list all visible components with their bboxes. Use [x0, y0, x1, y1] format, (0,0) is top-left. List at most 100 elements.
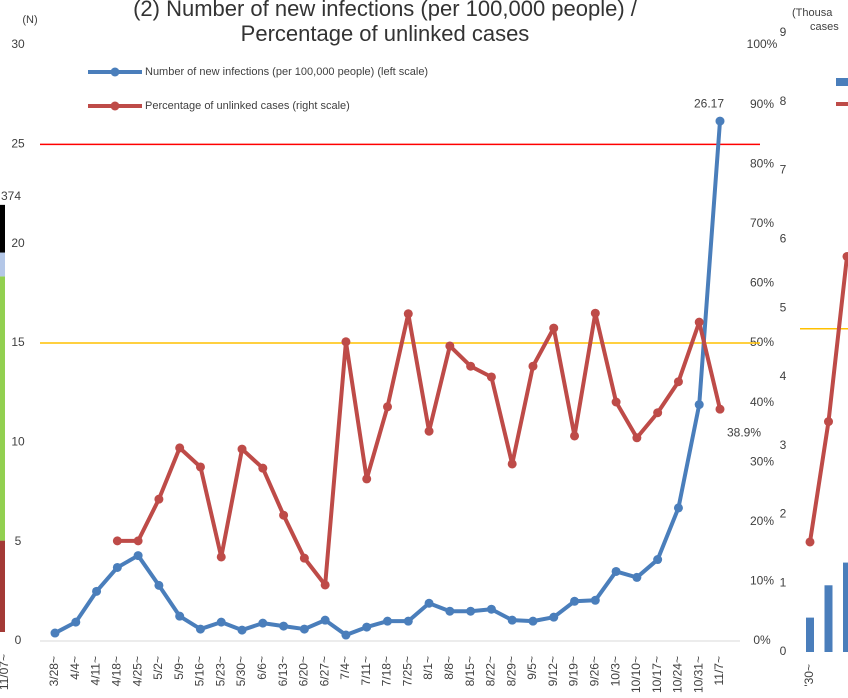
- point: [279, 621, 289, 631]
- point: [362, 474, 372, 484]
- x-tick-label: 11/07~: [0, 654, 11, 690]
- annotation: 374: [1, 189, 21, 203]
- x-tick-label: 6/6~: [255, 656, 269, 680]
- point: [590, 308, 600, 318]
- legend-marker: [836, 78, 848, 86]
- point: [507, 459, 517, 469]
- x-tick-label: 8/1~: [421, 656, 435, 680]
- series-line: [808, 256, 848, 543]
- point: [154, 580, 164, 590]
- point: [175, 443, 185, 453]
- y2-tick-label: 70%: [750, 216, 774, 230]
- point: [715, 404, 725, 414]
- point: [383, 402, 392, 412]
- y-tick-label: 5: [15, 534, 22, 548]
- x-tick-label: 10/31~: [691, 656, 705, 693]
- y-tick-label: 20: [11, 236, 25, 250]
- x-tick-label: 9/5~: [525, 656, 539, 680]
- bar-segment: [0, 204, 5, 253]
- point: [237, 444, 247, 454]
- point: [673, 377, 683, 387]
- point: [50, 628, 60, 638]
- y2-tick-label: 40%: [750, 395, 774, 409]
- point: [424, 598, 434, 608]
- y-tick-label: 6: [780, 232, 787, 246]
- x-tick-label: 7/18~: [380, 656, 394, 686]
- x-tick-label: 8/15~: [463, 656, 477, 686]
- point: [383, 616, 392, 626]
- point: [805, 537, 815, 547]
- point: [112, 536, 122, 546]
- x-tick-label: 10/10~: [629, 656, 643, 693]
- y2-tick-label: 20%: [750, 514, 774, 528]
- x-tick-label: 6/20~: [297, 656, 311, 686]
- data-label: 26.17: [694, 96, 724, 110]
- point: [175, 611, 185, 621]
- point: [216, 552, 226, 562]
- y-tick-label: 5: [780, 300, 787, 314]
- x-tick-label: 11/7~: [712, 656, 726, 685]
- x-tick-label: 3/28~: [47, 656, 61, 686]
- bar-segment: [0, 276, 5, 541]
- y2-tick-label: 80%: [750, 156, 774, 170]
- point: [824, 417, 833, 427]
- x-tick-label: '30~: [802, 664, 816, 687]
- y-axis-label: (Thousa: [792, 7, 833, 19]
- point: [653, 408, 663, 418]
- x-tick-label: 9/12~: [546, 656, 560, 686]
- point: [299, 624, 309, 634]
- point: [445, 341, 455, 351]
- bar: [824, 585, 833, 652]
- y2-tick-label: 60%: [750, 276, 774, 290]
- point: [424, 426, 434, 436]
- x-tick-label: 6/27~: [317, 656, 331, 686]
- y2-tick-label: 100%: [747, 37, 778, 51]
- y-tick-label: 2: [780, 507, 787, 521]
- bar-segment: [0, 540, 5, 632]
- y-tick-label: 9: [780, 25, 787, 39]
- point: [216, 617, 226, 627]
- x-tick-label: 7/11~: [359, 656, 373, 685]
- point: [611, 397, 621, 407]
- point: [528, 361, 538, 371]
- data-label: 38.9%: [727, 425, 761, 439]
- point: [403, 309, 413, 319]
- bar-segment: [0, 252, 5, 277]
- point: [570, 596, 580, 606]
- point: [320, 580, 330, 590]
- y2-tick-label: 90%: [750, 97, 774, 111]
- y-axis-label: cases: [810, 21, 839, 33]
- point: [403, 616, 413, 626]
- point: [632, 433, 642, 443]
- point: [92, 586, 102, 596]
- y-tick-label: 8: [780, 94, 787, 108]
- x-tick-label: 7/25~: [400, 656, 414, 686]
- point: [445, 606, 455, 616]
- point: [258, 463, 268, 473]
- y-tick-label: 0: [15, 633, 22, 647]
- x-tick-label: 4/18~: [110, 656, 124, 686]
- series-line: [117, 311, 722, 587]
- x-tick-label: 5/30~: [234, 656, 248, 686]
- x-tick-label: 7/4~: [338, 656, 352, 680]
- bar: [806, 617, 814, 652]
- y-tick-label: 15: [11, 335, 25, 349]
- x-tick-label: 5/9~: [172, 656, 186, 680]
- point: [486, 604, 496, 614]
- point: [842, 252, 848, 262]
- point: [341, 630, 351, 640]
- legend-label: Number of new infections (per 100,000 pe…: [145, 66, 428, 78]
- point: [133, 536, 143, 546]
- x-tick-label: 10/24~: [671, 656, 685, 693]
- x-tick-label: 8/22~: [484, 656, 498, 686]
- point: [590, 595, 600, 605]
- x-tick-label: 9/26~: [587, 656, 601, 686]
- y2-tick-label: 30%: [750, 454, 774, 468]
- point: [466, 606, 476, 616]
- point: [549, 323, 559, 333]
- y2-tick-label: 0%: [753, 633, 771, 647]
- x-tick-label: 4/25~: [130, 656, 144, 686]
- x-tick-label: 4/4~: [68, 656, 82, 680]
- point: [258, 618, 268, 628]
- point: [570, 431, 580, 441]
